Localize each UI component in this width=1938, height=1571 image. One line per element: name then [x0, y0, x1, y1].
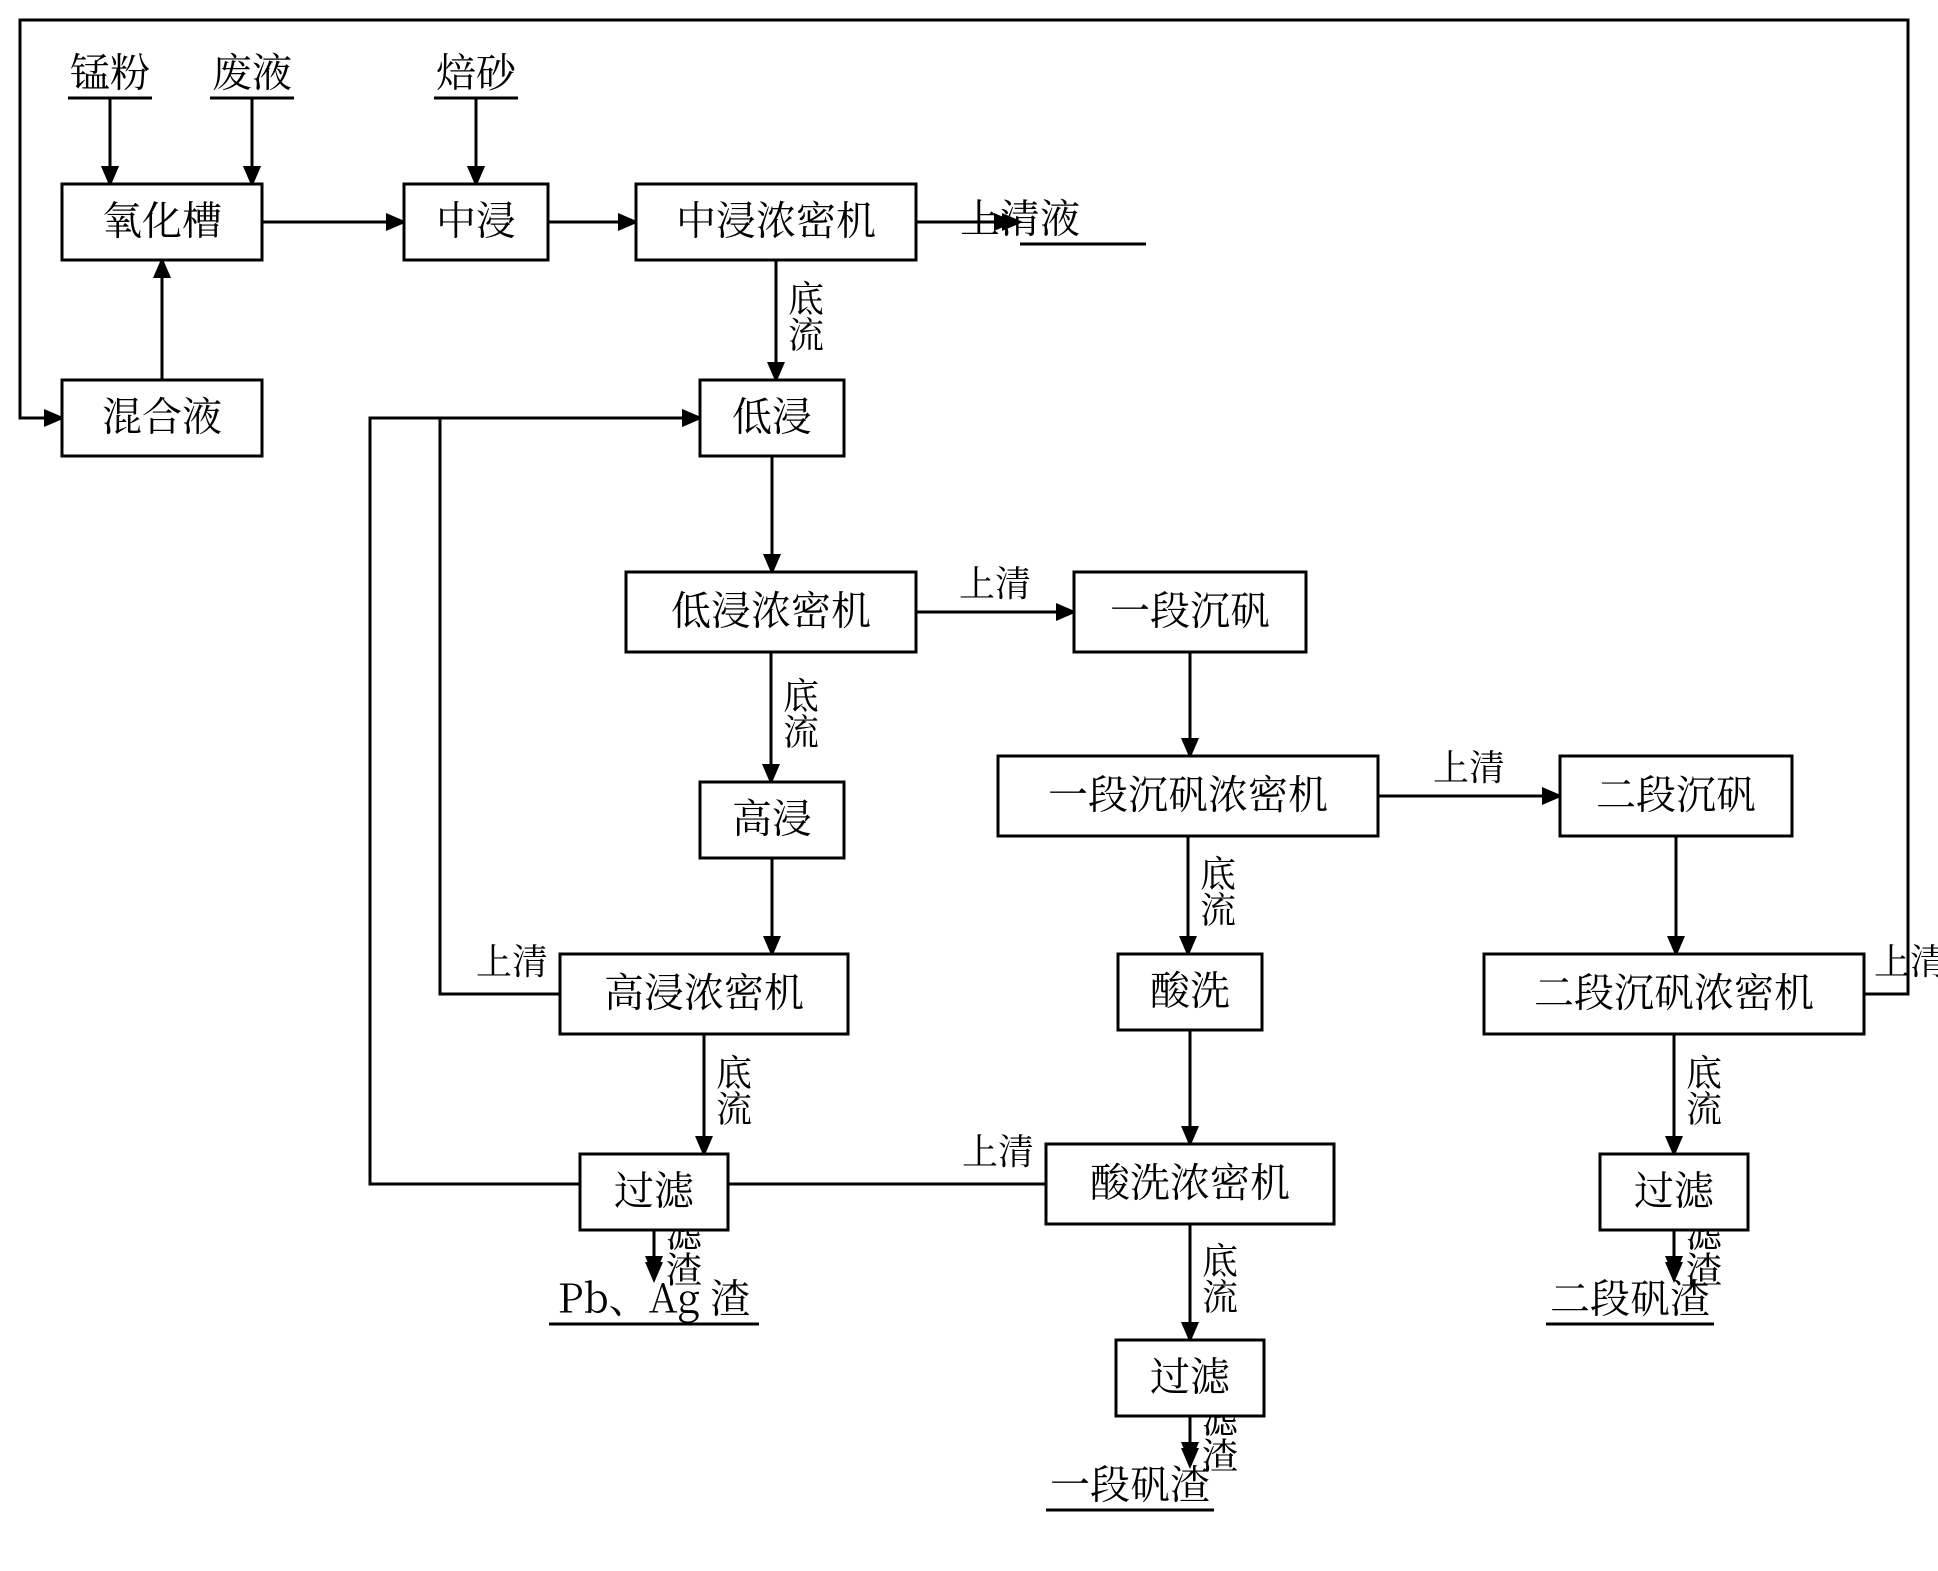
svg-text:流: 流 [1686, 1081, 1722, 1132]
node-ll: 低浸 [700, 380, 844, 456]
output-out-supern: 上清液 [960, 187, 1080, 244]
nodes-layer: 氧化槽混合液 中浸 中浸浓密机低浸低浸浓密机高浸高浸浓密机过滤 一段沉矾一段沉矾浓密机… [62, 184, 1864, 1416]
input-in-calcine: 焙砂 [436, 41, 517, 98]
node-flt3: 过滤 [1600, 1154, 1748, 1230]
node-j1th: 一段沉矾浓密机 [998, 756, 1378, 836]
node-label-flt3: 过滤 [1634, 1159, 1715, 1216]
input-in-mn: 锰粉 [70, 41, 150, 98]
node-ox: 氧化槽 [62, 184, 262, 260]
node-hlth: 高浸浓密机 [560, 954, 848, 1034]
node-label-j1th: 一段沉矾浓密机 [1048, 763, 1328, 820]
node-label-hl: 高浸 [732, 787, 812, 844]
node-j2th: 二段沉矾浓密机 [1484, 954, 1864, 1034]
node-mix: 混合液 [62, 380, 262, 456]
node-label-ll: 低浸 [732, 385, 812, 442]
svg-text:流: 流 [716, 1081, 752, 1132]
edge-label-e-llth-j1: 上清 [959, 556, 1031, 607]
node-flt2: 过滤 [1116, 1340, 1264, 1416]
edge-label-e-j1th-j2: 上清 [1433, 740, 1505, 791]
node-j1: 一段沉矾 [1074, 572, 1306, 652]
svg-text:流: 流 [1202, 1269, 1238, 1320]
output-out-pbag: Pb、Ag 渣 [558, 1267, 751, 1324]
node-label-flt1: 过滤 [614, 1159, 695, 1216]
node-aw: 酸洗 [1118, 954, 1262, 1030]
output-out-fan2: 二段矾渣 [1550, 1267, 1710, 1324]
node-label-aw: 酸洗 [1150, 959, 1230, 1016]
node-label-mix: 混合液 [102, 385, 222, 442]
svg-text:流: 流 [788, 307, 824, 358]
node-nl: 中浸 [404, 184, 548, 260]
edge-e-j2th-mix [20, 20, 1908, 994]
output-out-fan1: 一段矾渣 [1050, 1453, 1210, 1510]
flowchart-canvas: 底流底流底流滤渣上清上清底流上清底流滤渣上清底流滤渣上清滤渣滤渣滤渣 氧化槽混合… [0, 0, 1938, 1571]
node-label-j2th: 二段沉矾浓密机 [1534, 961, 1814, 1018]
input-in-waste: 废液 [212, 41, 292, 98]
node-label-nl: 中浸 [436, 189, 516, 246]
node-label-nlth: 中浸浓密机 [676, 189, 876, 246]
svg-text:上清: 上清 [962, 1124, 1034, 1175]
node-awth: 酸洗浓密机 [1046, 1144, 1334, 1224]
node-label-j2: 二段沉矾 [1596, 763, 1756, 820]
node-label-awth: 酸洗浓密机 [1090, 1151, 1290, 1208]
svg-text:上清: 上清 [476, 934, 548, 985]
node-label-llth: 低浸浓密机 [671, 579, 871, 636]
node-flt1: 过滤 [580, 1154, 728, 1230]
node-nlth: 中浸浓密机 [636, 184, 916, 260]
svg-text:流: 流 [1200, 882, 1236, 933]
node-llth: 低浸浓密机 [626, 572, 916, 652]
edge-e-hlth-ll [440, 418, 700, 994]
svg-text:流: 流 [783, 704, 819, 755]
node-label-j1: 一段沉矾 [1110, 579, 1270, 636]
node-label-ox: 氧化槽 [102, 189, 222, 246]
node-label-hlth: 高浸浓密机 [604, 961, 804, 1018]
node-label-flt2: 过滤 [1150, 1345, 1231, 1402]
node-hl: 高浸 [700, 782, 844, 858]
svg-text:上清: 上清 [1874, 934, 1938, 985]
node-j2: 二段沉矾 [1560, 756, 1792, 836]
